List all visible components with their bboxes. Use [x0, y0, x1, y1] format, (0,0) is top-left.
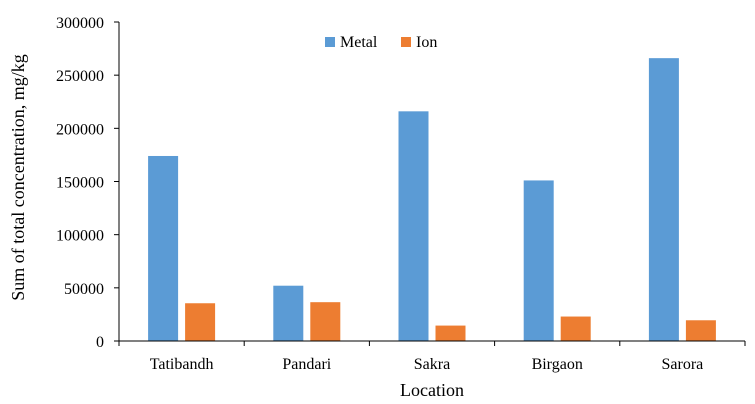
bar-metal-sarora [648, 58, 679, 342]
x-tick-label: Sakra [414, 356, 450, 373]
y-axis-ticks: 0 50000 100000 150000 200000 250000 300000 [56, 15, 119, 351]
bar-metal-birgaon [523, 180, 554, 341]
y-tick-label: 300000 [56, 15, 104, 32]
bar-ion-sarora [685, 320, 716, 341]
x-tick-label: Sarora [662, 356, 704, 373]
y-tick-label: 150000 [56, 175, 104, 192]
bar-ion-pandari [310, 302, 341, 341]
plot-area: 0 50000 100000 150000 200000 250000 300000 Tat… [56, 15, 746, 373]
y-tick-label: 0 [96, 334, 104, 351]
y-tick-label: 200000 [56, 121, 104, 138]
bar-ion-tatibandh [185, 303, 216, 341]
y-tick-label: 250000 [56, 68, 104, 85]
legend-swatch-ion [401, 37, 411, 47]
bar-metal-tatibandh [148, 155, 179, 341]
legend-label-metal: Metal [340, 34, 378, 51]
bar-metal-sakra [398, 111, 429, 341]
bars [148, 58, 716, 342]
legend: Metal Ion [325, 34, 437, 51]
y-axis-title: Sum of total concentration, mg/kg [8, 54, 28, 300]
bar-ion-birgaon [560, 316, 591, 341]
y-tick-label: 100000 [56, 228, 104, 245]
x-axis-title: Location [400, 380, 464, 400]
x-tick-label: Birgaon [532, 356, 583, 373]
x-axis-ticks: Tatibandh Pandari Sakra Birgaon Sarora [118, 341, 746, 373]
legend-swatch-metal [325, 37, 335, 47]
y-tick-label: 50000 [64, 281, 104, 298]
legend-label-ion: Ion [416, 34, 437, 51]
x-tick-label: Pandari [282, 356, 331, 373]
x-tick-label: Tatibandh [150, 356, 214, 373]
bar-metal-pandari [273, 285, 304, 341]
bar-ion-sakra [435, 325, 466, 341]
